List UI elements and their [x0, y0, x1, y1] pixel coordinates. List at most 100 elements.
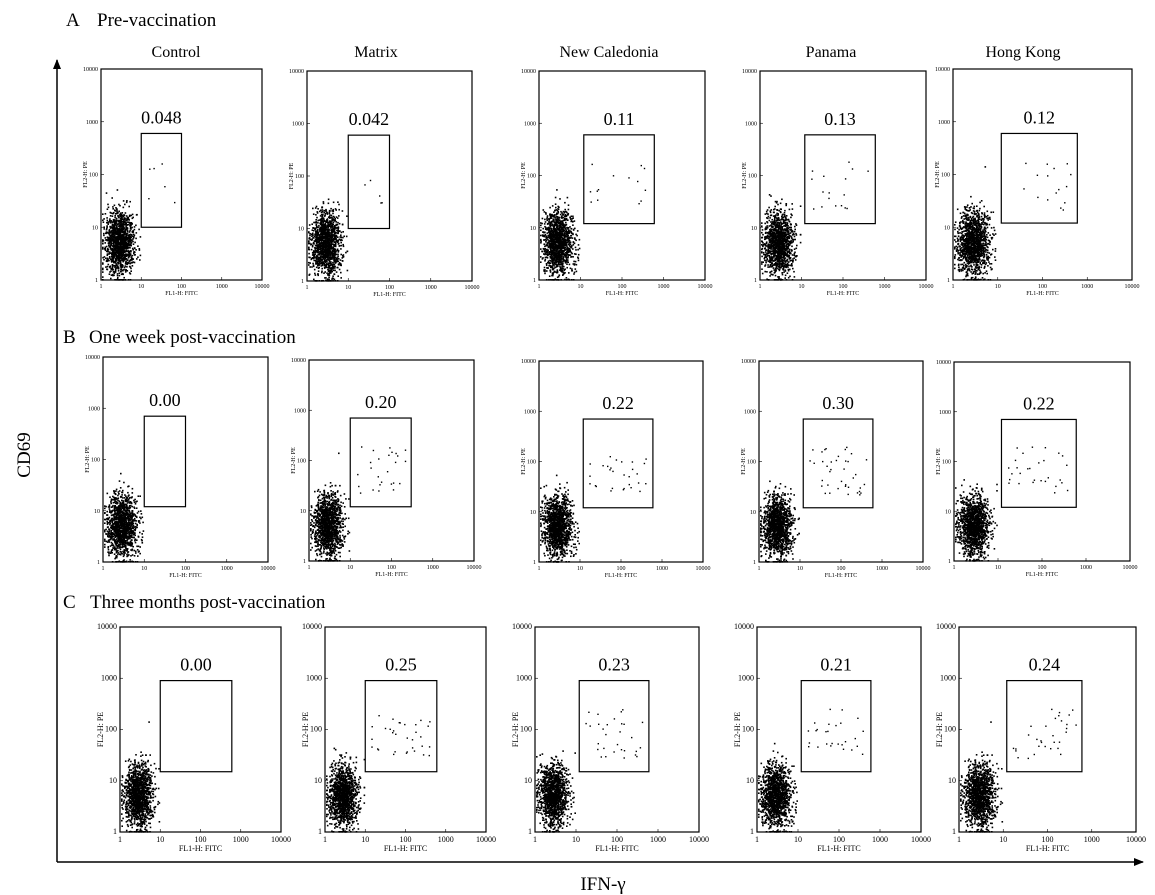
plot-b-new-caledonia: 11 10 10 100 100 1000 1000 10000 10000 FL1-H: FIT… [521, 359, 711, 579]
y-tick-label: 10000 [741, 359, 756, 365]
y-tick-label: 10000 [291, 358, 306, 364]
gate-box [364, 679, 438, 773]
row-b-title: One week post-vaccination [89, 327, 296, 348]
plot-y-label: FL2-H: PE [521, 162, 527, 189]
x-tick-label: 100 [181, 566, 190, 572]
y-tick-label: 100 [942, 460, 951, 466]
x-tick-label: 10 [995, 565, 1001, 571]
y-tick-label: 100 [941, 173, 950, 179]
y-tick-label: 10 [92, 225, 98, 231]
plot-x-label: FL1-H: FITC [179, 844, 222, 853]
y-tick-label: 1000 [101, 673, 117, 682]
y-tick-label: 10000 [97, 622, 117, 631]
x-tick-label: 1 [533, 835, 537, 844]
x-tick-label: 1 [755, 835, 759, 844]
plot-x-label: FL1-H: FITC [165, 291, 198, 297]
y-tick-label: 10000 [83, 67, 98, 73]
negative-population-cluster [758, 742, 798, 833]
x-tick-label: 10 [794, 835, 802, 844]
x-tick-label: 1 [953, 565, 956, 571]
plot-y-label: FL2-H: PE [936, 448, 942, 475]
gate-box [349, 417, 412, 508]
x-tick-label: 10000 [465, 285, 480, 291]
y-tick-label: 10 [524, 776, 532, 785]
plot-y-label: FL2-H: PE [85, 446, 91, 473]
y-tick-label: 10 [944, 225, 950, 231]
y-tick-label: 10000 [302, 622, 322, 631]
x-tick-label: 100 [617, 566, 626, 572]
plot-c-panama: 11 10 10 100 100 1000 1000 10000 10000 FL1-H: FIT… [733, 622, 931, 853]
x-tick-label: 1000 [221, 566, 233, 572]
row-b-letter: B [63, 327, 76, 348]
negative-population-cluster [760, 480, 800, 563]
x-tick-label: 1000 [650, 835, 666, 844]
negative-population-cluster [540, 189, 581, 281]
y-tick-label: 10 [750, 510, 756, 516]
y-tick-label: 1 [533, 278, 536, 284]
x-tick-label: 10 [361, 835, 369, 844]
x-tick-label: 1000 [876, 566, 888, 572]
x-tick-label: 1000 [425, 285, 437, 291]
gated-events [807, 708, 864, 755]
gated-events [589, 163, 647, 205]
row-a-letter: A [66, 10, 80, 31]
negative-population-cluster [954, 166, 997, 281]
y-tick-label: 1000 [738, 673, 754, 682]
y-tick-label: 1 [753, 560, 756, 566]
x-tick-label: 100 [839, 284, 848, 290]
x-tick-label: 1000 [658, 284, 670, 290]
y-tick-label: 1000 [294, 408, 306, 414]
plot-y-label: FL2-H: PE [511, 712, 520, 747]
x-tick-label: 10000 [261, 566, 276, 572]
column-header-panama: Panama [806, 44, 857, 61]
y-tick-label: 10000 [734, 622, 754, 631]
y-tick-label: 10000 [936, 622, 956, 631]
y-tick-label: 1 [303, 559, 306, 565]
x-tick-label: 1000 [427, 565, 439, 571]
y-tick-label: 10 [948, 776, 956, 785]
plot-y-label: FL2-H: PE [935, 712, 944, 747]
x-tick-label: 10000 [1126, 835, 1146, 844]
gated-events [148, 163, 176, 204]
y-tick-label: 10 [109, 776, 117, 785]
plot-a-new-caledonia: 11 10 10 100 100 1000 1000 10000 10000 FL1-H: FIT… [521, 69, 713, 297]
y-tick-label: 1 [95, 278, 98, 284]
gate-percentage: 0.00 [180, 655, 212, 675]
plot-y-label: FL2-H: PE [291, 447, 297, 474]
negative-population-cluster [536, 750, 576, 833]
y-tick-label: 10000 [85, 355, 100, 361]
x-tick-label: 10 [577, 566, 583, 572]
y-tick-label: 10000 [935, 67, 950, 73]
x-tick-label: 1000 [656, 566, 668, 572]
y-tick-label: 1000 [292, 122, 304, 128]
x-tick-label: 10 [799, 284, 805, 290]
x-tick-label: 1 [758, 566, 761, 572]
x-tick-label: 100 [618, 284, 627, 290]
y-tick-label: 10000 [512, 622, 532, 631]
x-tick-label: 10000 [911, 835, 931, 844]
negative-population-cluster [310, 452, 351, 562]
plot-y-label: FL2-H: PE [301, 712, 310, 747]
plot-x-label: FL1-H: FITC [384, 844, 427, 853]
y-tick-label: 100 [297, 459, 306, 465]
gate-box [804, 134, 876, 225]
negative-population-cluster [960, 721, 1004, 833]
y-tick-label: 1000 [524, 121, 536, 127]
gated-events [1008, 446, 1069, 494]
y-tick-label: 10000 [936, 360, 951, 366]
plot-x-label: FL1-H: FITC [595, 844, 638, 853]
row-a-title: Pre-vaccination [97, 10, 217, 31]
y-tick-label: 10 [94, 509, 100, 515]
x-tick-label: 10000 [696, 566, 711, 572]
column-header-hong-kong: Hong Kong [985, 44, 1060, 61]
gate-box [1000, 132, 1078, 224]
y-tick-label: 1 [952, 827, 956, 836]
gated-events [809, 446, 868, 496]
y-tick-label: 1 [113, 827, 117, 836]
plot-a-matrix: 11 10 10 100 100 1000 1000 10000 10000 FL1-H: FIT… [289, 69, 480, 298]
gated-events [589, 456, 647, 493]
plot-y-label: FL2-H: PE [96, 712, 105, 747]
gate-box [582, 418, 654, 509]
plot-c-matrix: 11 10 10 100 100 1000 1000 10000 10000 FL1-H: FIT… [301, 622, 496, 853]
